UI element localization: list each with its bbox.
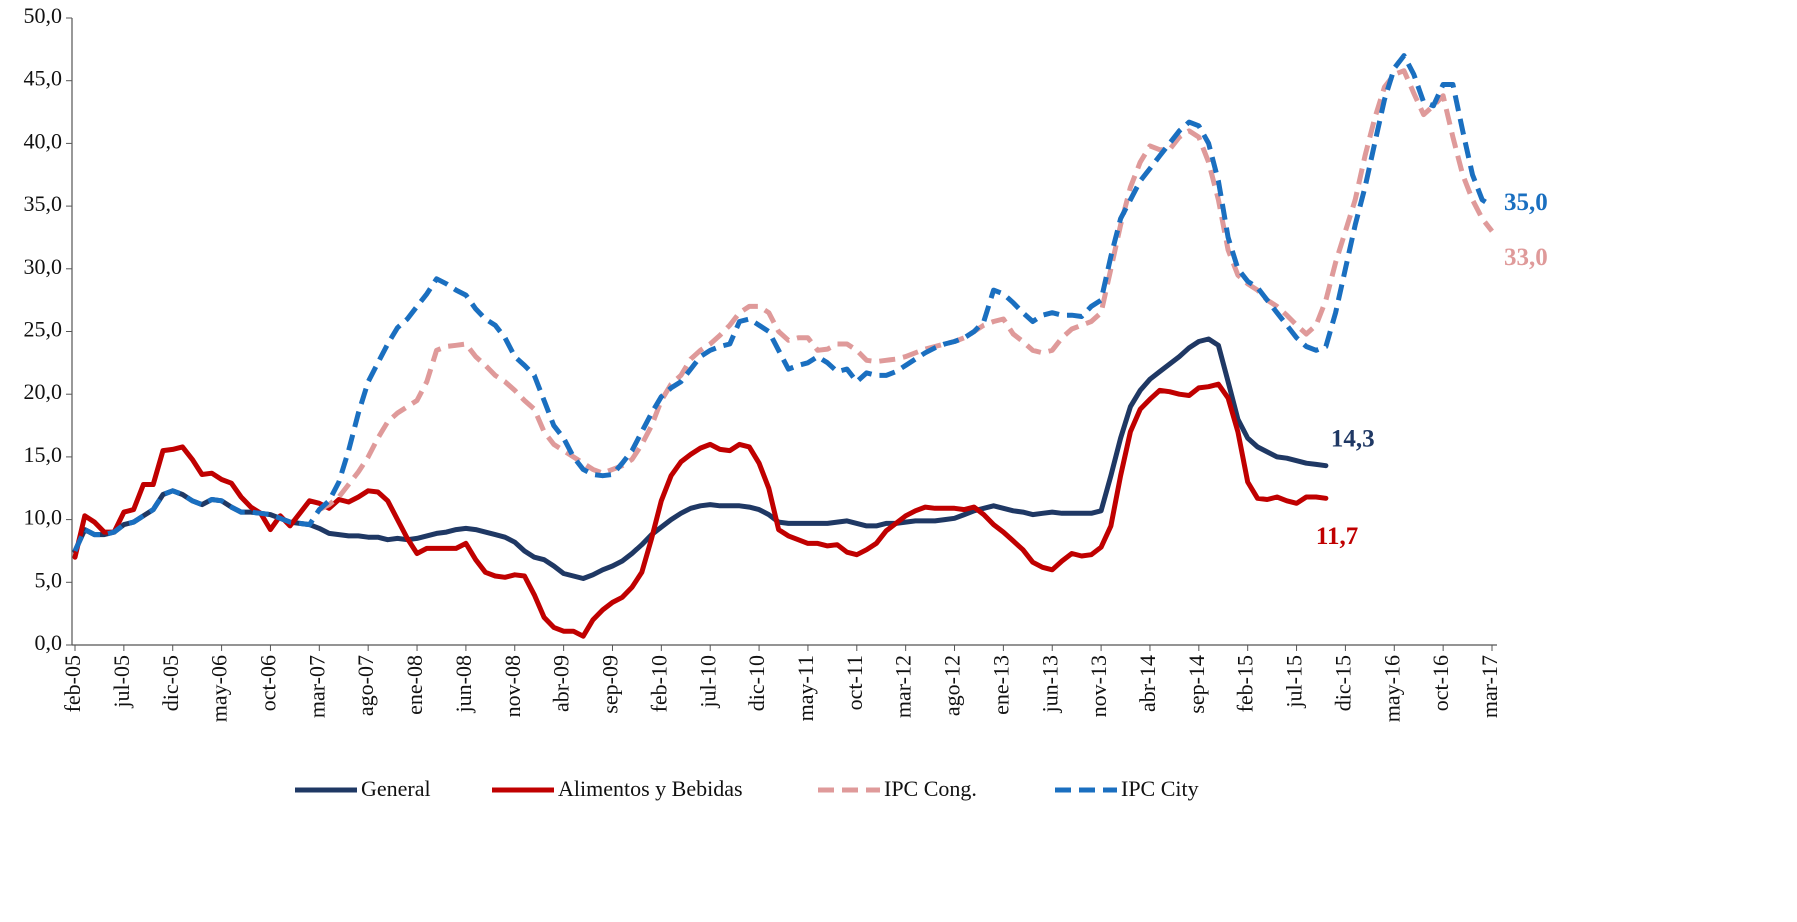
- x-tick-label: jul-05: [109, 655, 134, 709]
- data-label: 35,0: [1504, 189, 1548, 216]
- y-tick-label: 15,0: [24, 442, 63, 467]
- y-tick-label: 30,0: [24, 254, 63, 279]
- x-tick-label: may-06: [207, 655, 232, 722]
- x-tick-label: oct-16: [1428, 655, 1453, 711]
- legend-label: General: [361, 776, 431, 801]
- y-tick-label: 5,0: [35, 567, 63, 592]
- x-tick-label: feb-15: [1233, 655, 1258, 712]
- y-tick-label: 0,0: [35, 630, 63, 655]
- x-tick-label: sep-14: [1184, 655, 1209, 714]
- series-line: [72, 381, 1329, 639]
- x-tick-label: ago-12: [940, 655, 965, 716]
- x-tick-label: jul-10: [695, 655, 720, 709]
- x-tick-label: ene-13: [988, 655, 1013, 715]
- x-tick-label: may-16: [1379, 655, 1404, 722]
- y-tick-label: 25,0: [24, 317, 63, 342]
- series-line: [318, 68, 1494, 512]
- x-tick-label: feb-10: [646, 655, 671, 712]
- y-tick-label: 10,0: [24, 505, 63, 530]
- y-tick-label: 50,0: [24, 3, 63, 28]
- y-tick-label: 35,0: [24, 191, 63, 216]
- x-tick-label: nov-13: [1086, 655, 1111, 717]
- series-line: [72, 53, 1494, 553]
- x-tick-label: mar-07: [304, 655, 329, 718]
- x-tick-label: dic-05: [158, 655, 183, 711]
- data-label: 11,7: [1316, 523, 1358, 550]
- x-tick-label: ago-07: [353, 655, 378, 716]
- x-tick-label: jun-08: [451, 655, 476, 713]
- x-tick-label: feb-05: [60, 655, 85, 712]
- x-tick-label: jul-15: [1282, 655, 1307, 709]
- y-tick-label: 45,0: [24, 66, 63, 91]
- x-tick-label: may-11: [793, 655, 818, 721]
- x-tick-label: jun-13: [1037, 655, 1062, 713]
- x-tick-label: oct-11: [842, 655, 867, 710]
- y-tick-label: 40,0: [24, 128, 63, 153]
- x-tick-label: mar-12: [891, 655, 916, 718]
- x-tick-label: dic-15: [1330, 655, 1355, 711]
- series-line: [72, 336, 1329, 581]
- x-tick-label: oct-06: [255, 655, 280, 711]
- legend-label: Alimentos y Bebidas: [558, 776, 743, 801]
- data-label: 33,0: [1504, 244, 1548, 271]
- legend-label: IPC Cong.: [884, 776, 977, 801]
- y-tick-label: 20,0: [24, 379, 63, 404]
- x-tick-label: mar-17: [1477, 655, 1502, 718]
- x-tick-label: dic-10: [744, 655, 769, 711]
- x-tick-label: abr-09: [549, 655, 574, 712]
- x-tick-label: ene-08: [402, 655, 427, 715]
- legend-label: IPC City: [1121, 776, 1199, 801]
- x-tick-label: nov-08: [500, 655, 525, 717]
- x-tick-label: abr-14: [1135, 655, 1160, 712]
- data-label: 14,3: [1331, 425, 1375, 452]
- x-tick-label: sep-09: [598, 655, 623, 714]
